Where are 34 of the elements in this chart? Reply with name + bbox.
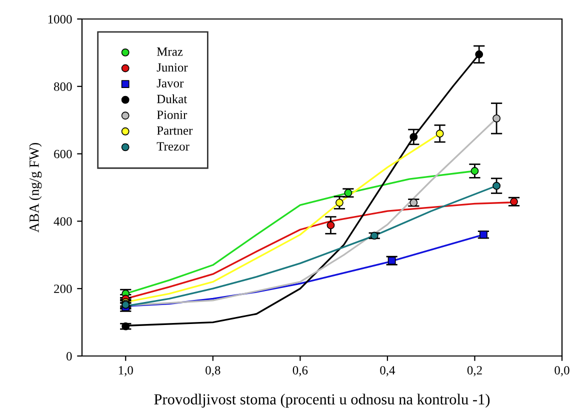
x-tick-label: 0,0 bbox=[554, 366, 570, 376]
point bbox=[436, 130, 444, 138]
x-tick-label: 0,2 bbox=[467, 366, 482, 376]
point bbox=[410, 132, 418, 141]
x-tick-label: 0,6 bbox=[292, 366, 308, 376]
y-axis-title: ABA (ng/g FW) bbox=[29, 142, 42, 233]
legend-label: Mraz bbox=[156, 48, 183, 56]
x-tick-label: 1,0 bbox=[118, 366, 133, 376]
point bbox=[492, 114, 501, 122]
point bbox=[470, 167, 479, 175]
legend-label: Pionir bbox=[156, 110, 188, 120]
point bbox=[122, 322, 130, 330]
point bbox=[492, 182, 501, 190]
x-axis-title: Provodljivost stoma (procenti u odnosu na kontrolu -1) bbox=[154, 394, 490, 408]
point bbox=[410, 198, 418, 207]
legend-label: Partner bbox=[156, 126, 193, 135]
point bbox=[388, 256, 396, 265]
x-tick-label: 0,4 bbox=[380, 366, 396, 376]
y-tick-label: 600 bbox=[54, 150, 72, 158]
y-tick-label: 400 bbox=[54, 217, 72, 226]
y-tick-label: 800 bbox=[54, 82, 72, 91]
y-tick-label: 1000 bbox=[48, 15, 72, 24]
y-tick-label: 200 bbox=[54, 284, 72, 294]
point bbox=[479, 230, 488, 239]
legend-label: Javor bbox=[156, 79, 184, 88]
legend-label: Dukat bbox=[156, 94, 188, 104]
x-tick-label: 0,8 bbox=[206, 366, 220, 376]
point bbox=[370, 232, 378, 240]
legend-label: Trezor bbox=[156, 142, 190, 151]
point bbox=[510, 198, 518, 206]
point bbox=[475, 50, 484, 58]
y-tick-label: 0 bbox=[66, 352, 72, 360]
legend-label: Junior bbox=[156, 63, 188, 72]
point bbox=[326, 221, 335, 230]
